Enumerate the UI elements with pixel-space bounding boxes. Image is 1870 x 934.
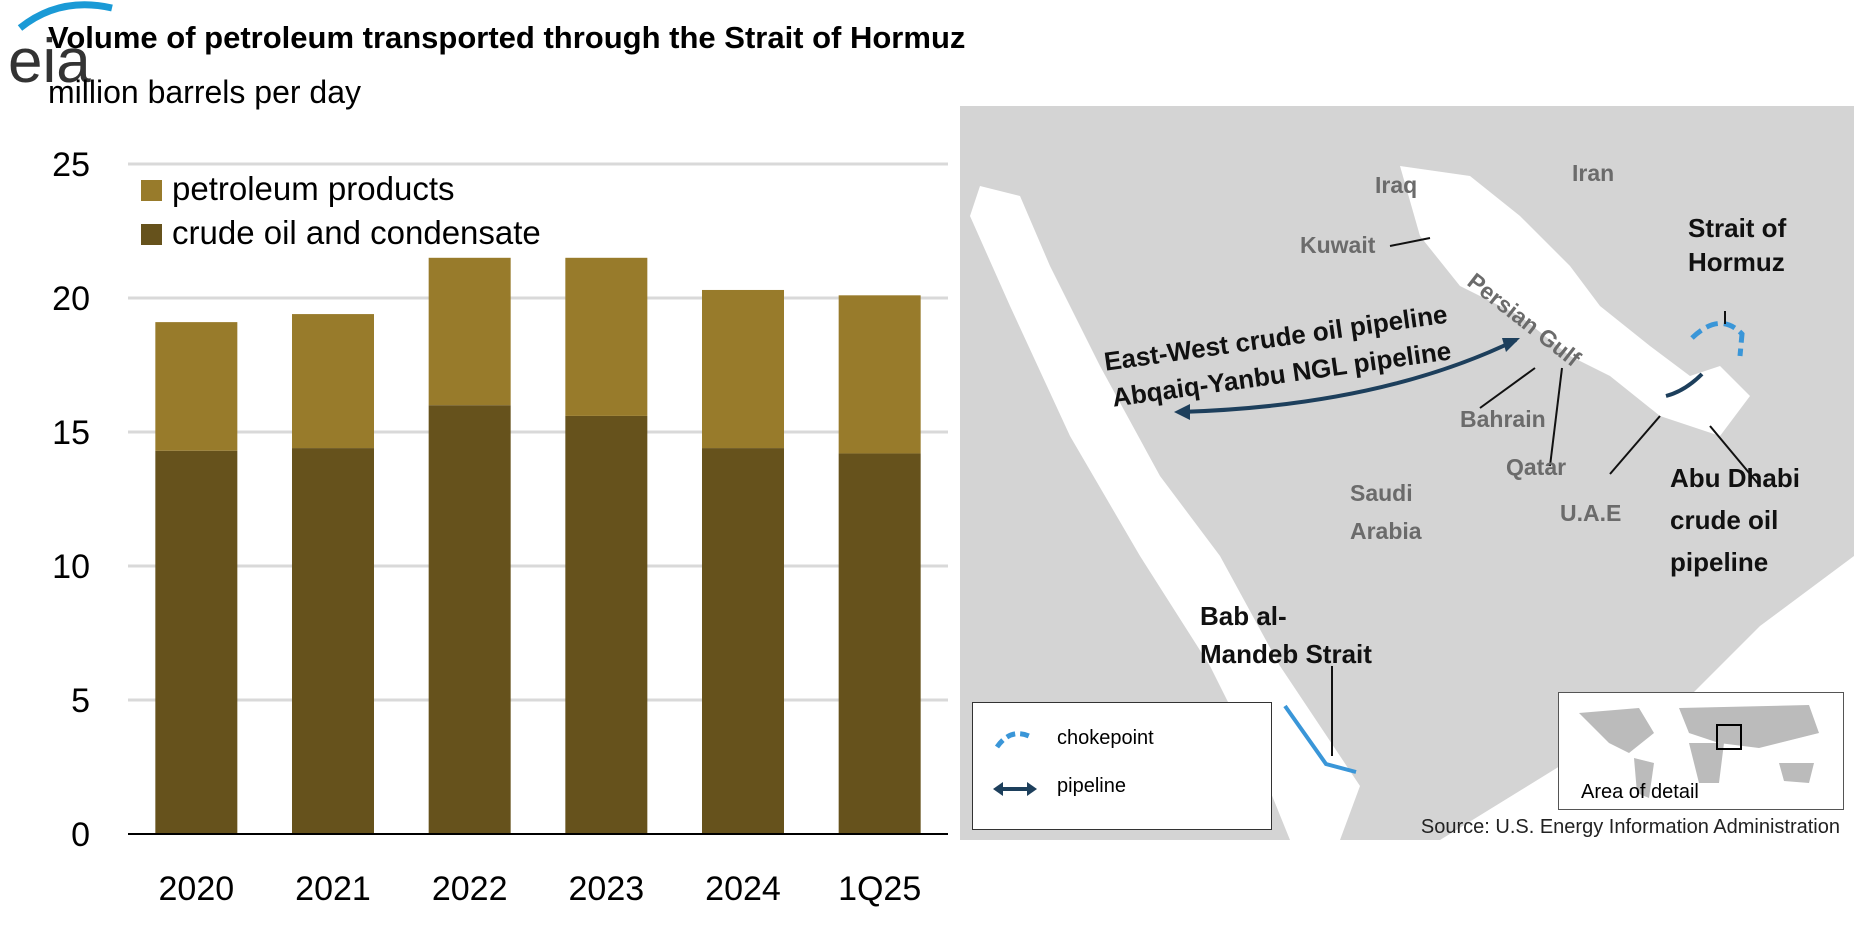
bar-crude-oil-and-condensate: [292, 448, 374, 834]
bar-petroleum-products: [565, 257, 648, 416]
label-iraq: Iraq: [1375, 172, 1418, 198]
y-tick-label: 25: [52, 146, 90, 184]
x-tick-label: 1Q25: [838, 870, 921, 908]
chart-title: Volume of petroleum transported through …: [48, 20, 966, 55]
label-qatar: Qatar: [1506, 454, 1567, 480]
area-of-detail-marker: [1716, 724, 1742, 750]
bar-petroleum-products: [428, 257, 511, 406]
label-arabia: Arabia: [1350, 518, 1422, 544]
y-tick-label: 20: [52, 280, 90, 318]
legend-swatch: [141, 180, 162, 201]
abu-dhabi-pipeline: [1665, 372, 1704, 398]
callout-hormuz-2: Hormuz: [1688, 247, 1785, 277]
persian-gulf: [1400, 166, 1750, 436]
east-west-pipeline: [1179, 338, 1517, 414]
callout-abu-dhabi-1: Abu Dhabi: [1670, 463, 1800, 493]
y-tick-label: 10: [52, 548, 90, 586]
callout-bab-2: Mandeb Strait: [1200, 639, 1372, 669]
label-iran: Iran: [1572, 160, 1615, 186]
callout-bab-1: Bab al-: [1200, 601, 1287, 631]
chart-subtitle: million barrels per day: [48, 74, 362, 110]
svg-text:eia: eia: [8, 27, 91, 90]
red-sea: [970, 186, 1360, 840]
bab-chokepoint: [1283, 704, 1357, 774]
y-tick-label: 15: [52, 414, 90, 452]
label-uae: U.A.E: [1560, 500, 1622, 526]
bar-petroleum-products: [292, 314, 374, 449]
source-note: Source: U.S. Energy Information Administ…: [1420, 816, 1840, 838]
map-legend: chokepoint pipeline: [972, 702, 1272, 830]
label-bahrain: Bahrain: [1460, 406, 1546, 432]
region-map: Iraq Iran Kuwait Persian Gulf Bahrain Qa…: [960, 106, 1854, 840]
inset-world-map: Area of detail: [1558, 692, 1844, 810]
x-tick-label: 2021: [295, 870, 371, 908]
bar-crude-oil-and-condensate: [428, 405, 511, 834]
chokepoint-icon: [994, 731, 1033, 749]
label-kuwait: Kuwait: [1300, 232, 1376, 258]
bar-crude-oil-and-condensate: [565, 415, 648, 834]
legend-chokepoint: chokepoint: [1057, 727, 1154, 749]
bar-crude-oil-and-condensate: [838, 453, 921, 834]
x-tick-label: 2022: [432, 870, 508, 908]
bar-petroleum-products: [838, 295, 921, 454]
legend-label: crude oil and condensate: [172, 214, 541, 251]
callout-abu-dhabi-2: crude oil: [1670, 505, 1779, 535]
y-tick-label: 5: [71, 682, 90, 720]
bar-crude-oil-and-condensate: [702, 448, 784, 834]
bar-crude-oil-and-condensate: [155, 450, 238, 834]
bar-petroleum-products: [702, 289, 784, 449]
bar-chart: 0 5 10 15 20 25 2020 2021 2022 2023 2024 1Q25 petrol…: [52, 146, 948, 908]
inset-label: Area of detail: [1581, 781, 1699, 803]
y-tick-label: 0: [71, 816, 90, 854]
callout-hormuz-1: Strait of: [1688, 213, 1787, 243]
legend-pipeline: pipeline: [1057, 775, 1126, 797]
callout-abu-dhabi-3: pipeline: [1670, 547, 1769, 577]
legend-swatch: [141, 224, 162, 245]
legend-label: petroleum products: [172, 170, 454, 207]
x-tick-label: 2024: [705, 870, 781, 908]
x-tick-label: 2020: [159, 870, 235, 908]
hormuz-chokepoint: [1690, 321, 1745, 357]
eia-logo: eia: [8, 1, 113, 96]
x-tick-label: 2023: [569, 870, 645, 908]
label-saudi: Saudi: [1350, 480, 1413, 506]
bar-petroleum-products: [155, 322, 238, 451]
